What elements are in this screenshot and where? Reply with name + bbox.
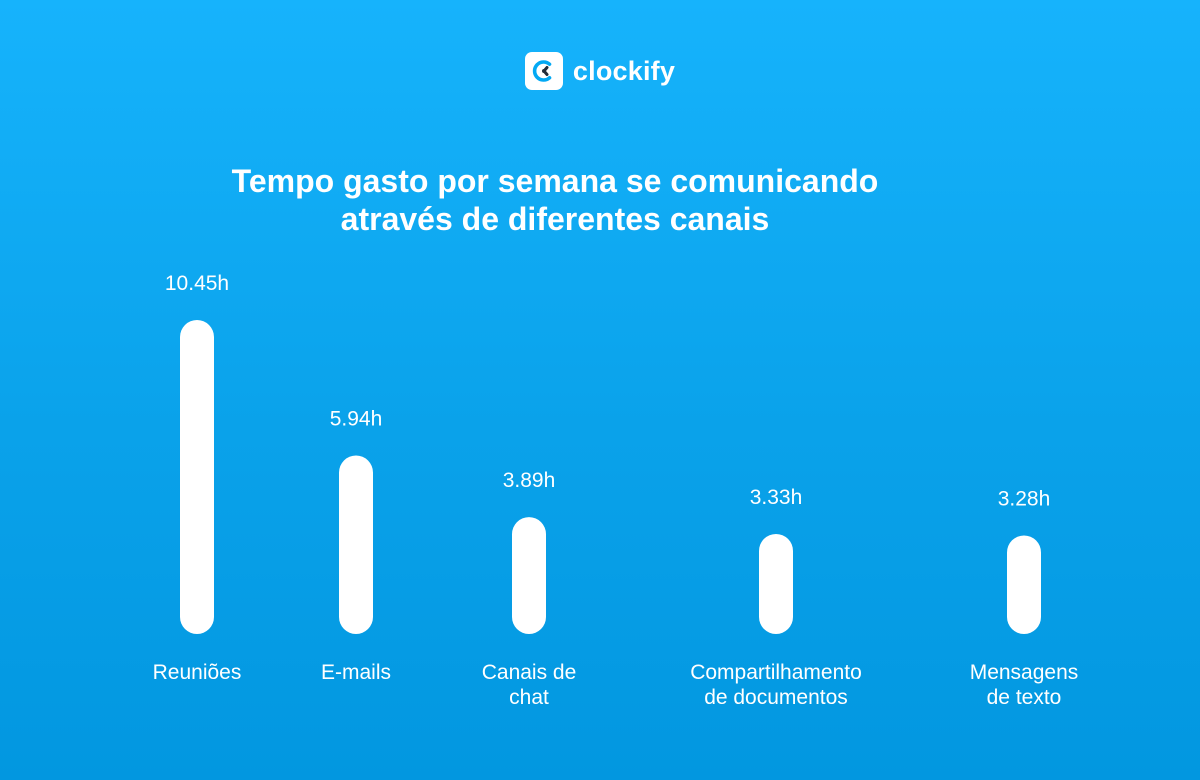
category-label-3-line-1: de documentos (704, 686, 848, 709)
brand-header: clockify (0, 52, 1200, 90)
category-label-0-line-0: Reuniões (153, 661, 242, 684)
bar-4 (1007, 535, 1041, 634)
chart-title-line-2: através de diferentes canais (340, 201, 770, 237)
value-label-1: 5.94h (330, 408, 383, 431)
value-label-2: 3.89h (503, 469, 556, 492)
value-label-4: 3.28h (998, 487, 1051, 510)
clockify-logo-icon (524, 52, 563, 90)
chart-title: Tempo gasto por semana se comunicando at… (155, 162, 955, 238)
bar-3 (759, 533, 793, 634)
bar-2 (512, 517, 546, 634)
category-label-4-line-1: de texto (987, 686, 1062, 709)
bar-1 (339, 455, 373, 634)
category-label-3-line-0: Compartilhamento (690, 661, 862, 684)
brand-name: clockify (572, 55, 676, 86)
bar-0 (180, 320, 214, 634)
category-label-2-line-0: Canais de (482, 661, 577, 684)
value-label-0: 10.45h (165, 272, 229, 295)
value-label-3: 3.33h (750, 486, 803, 509)
category-label-1-line-0: E-mails (321, 661, 391, 684)
chart-title-line-1: Tempo gasto por semana se comunicando (231, 163, 879, 199)
category-label-4-line-0: Mensagens (970, 661, 1079, 684)
category-label-2-line-1: chat (509, 686, 549, 709)
